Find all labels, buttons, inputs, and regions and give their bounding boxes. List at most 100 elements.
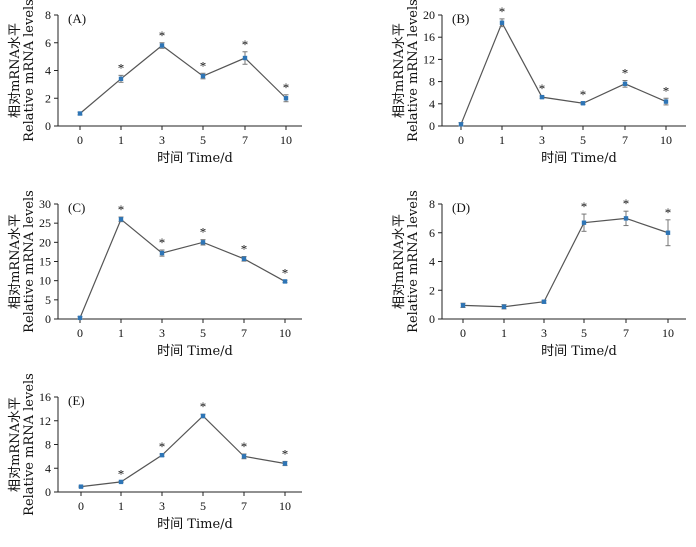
panel-c-significance-star: *: [118, 202, 125, 217]
panel-d-y-axis-title-en: Relative mRNA levels: [406, 190, 421, 333]
panel-d-x-tick-label: 3: [541, 326, 547, 340]
panel-b-data-point: [663, 99, 669, 104]
panel-a-data-point: [242, 55, 248, 61]
panel-a-data-point: [200, 73, 206, 79]
panel-d-x-tick-label: 10: [662, 326, 674, 340]
panel-c-data-point: [282, 279, 288, 284]
panel-d-data-point: [541, 299, 547, 304]
panel-d-label: (D): [452, 200, 470, 215]
panel-a-significance-star: *: [159, 28, 166, 43]
panel-d-significance-star: *: [623, 196, 630, 211]
panel-d-series-line: [462, 217, 669, 308]
panel-a-y-tick-label: 2: [45, 91, 51, 105]
panel-c-data-point: [118, 217, 124, 222]
panel-c-series-line: [79, 218, 286, 319]
panel-a-data-point: [283, 96, 289, 101]
panel-d-x-tick-label: 7: [623, 326, 629, 340]
panel-a-data-point: [77, 111, 83, 116]
panel-c-significance-star: *: [241, 242, 248, 257]
panel-d-x-tick-label: 1: [501, 326, 507, 340]
panel-b-y-tick-label: 8: [429, 75, 435, 89]
panel-b-y-tick-label: 20: [423, 8, 435, 22]
panel-b-y-tick-label: 4: [429, 97, 435, 111]
panel-c-label: (C): [68, 200, 85, 215]
panel-a-y-tick-label: 4: [45, 64, 51, 78]
panel-e-data-point: [282, 461, 288, 466]
panel-e-y-tick-label: 4: [45, 461, 51, 475]
panel-e-significance-star: *: [282, 446, 289, 461]
panel-b-significance-star: *: [539, 81, 546, 96]
panel-b-significance-star: *: [622, 65, 629, 80]
panel-e-significance-star: *: [159, 439, 166, 454]
panel-b-significance-star: *: [580, 87, 587, 102]
panel-e-x-tick-label: 10: [279, 499, 291, 513]
panel-a-x-axis-title: 时间 Time/d: [157, 151, 233, 166]
panel-e-data-point: [200, 413, 206, 419]
panel-d-y-axis-title-cn: 相对mRNA水平: [392, 214, 407, 309]
panel-b-significance-star: *: [499, 4, 506, 19]
panel-a-significance-star: *: [118, 60, 125, 75]
panel-c-y-tick-label: 25: [39, 216, 51, 230]
panel-e-y-tick-label: 16: [39, 390, 51, 404]
panel-b: 0 4 8 12 16 20 0 1 3 5 7 10 时间 Time/d 相对mRNA水平 Relativ…: [392, 0, 686, 166]
panel-b-significance-star: *: [663, 83, 670, 98]
panel-e-x-tick-label: 0: [78, 499, 84, 513]
panel-b-label: (B): [452, 11, 469, 26]
panel-e-y-tick-label: 8: [45, 438, 51, 452]
panel-b-data-point: [580, 101, 586, 106]
panel-a-label: (A): [68, 11, 86, 26]
panel-a-x-tick-label: 0: [77, 133, 83, 147]
panel-e-y-tick-label: 12: [39, 414, 51, 428]
panel-c-y-axis-title-cn: 相对mRNA水平: [8, 214, 23, 309]
panel-b-data-point: [499, 20, 505, 25]
panel-c-significance-star: *: [282, 265, 289, 280]
panel-c-x-tick-label: 10: [279, 326, 291, 340]
panel-d-data-point: [501, 304, 507, 309]
panel-e-y-tick-label: 0: [45, 485, 51, 499]
panel-e-x-tick-label: 1: [118, 499, 124, 513]
panel-a-x-tick-label: 3: [159, 133, 165, 147]
panel-e-x-axis-title: 时间 Time/d: [157, 517, 233, 532]
panel-a-data-point: [118, 76, 124, 82]
panel-b-x-tick-label: 1: [499, 133, 505, 147]
panel-e-significance-star: *: [241, 439, 248, 454]
panel-c-x-tick-label: 5: [200, 326, 206, 340]
panel-d-data-point: [665, 230, 671, 235]
panel-d-x-tick-label: 0: [460, 326, 466, 340]
panel-b-x-tick-label: 7: [622, 133, 628, 147]
panel-d-y-tick-label: 6: [429, 226, 435, 240]
panel-c-data-point: [200, 240, 206, 245]
panel-d-y-tick-label: 8: [429, 197, 435, 211]
panel-b-data-point: [622, 81, 628, 87]
panel-e-y-axis-title-en: Relative mRNA levels: [22, 373, 37, 516]
panel-c-x-tick-label: 0: [77, 326, 83, 340]
panel-b-data-point: [458, 122, 464, 127]
panel-d-significance-star: *: [581, 199, 588, 214]
panel-a-data-point: [159, 43, 165, 48]
panel-b-data-point: [539, 94, 545, 100]
panel-c-y-tick-label: 10: [39, 274, 51, 288]
panel-d-y-tick-label: 2: [429, 283, 435, 297]
panel-c-y-axis-title-en: Relative mRNA levels: [22, 190, 37, 333]
panel-b-x-tick-label: 0: [458, 133, 464, 147]
panel-b-y-axis-title-cn: 相对mRNA水平: [392, 23, 407, 118]
panel-c-y-tick-label: 30: [39, 197, 51, 211]
panel-c-significance-star: *: [159, 235, 166, 250]
panel-d-data-point: [581, 220, 587, 225]
panel-a-series-line: [79, 44, 287, 114]
panel-c-y-tick-label: 20: [39, 235, 51, 249]
panel-c-data-point: [241, 256, 247, 262]
panel-a-y-tick-label: 6: [45, 36, 51, 50]
panel-a-y-axis-title-cn: 相对mRNA水平: [8, 23, 23, 118]
panel-b-series-line: [460, 21, 667, 125]
panel-b-x-tick-label: 10: [660, 133, 672, 147]
panel-a-significance-star: *: [242, 37, 249, 52]
panel-d-x-tick-label: 5: [581, 326, 587, 340]
panel-c-y-tick-label: 5: [45, 293, 51, 307]
panel-c-y-tick-label: 0: [45, 312, 51, 326]
panel-d-data-point: [623, 216, 629, 221]
panel-b-y-axis-title-en: Relative mRNA levels: [406, 0, 421, 142]
panel-b-x-tick-label: 3: [539, 133, 545, 147]
panel-e-data-point: [241, 454, 247, 459]
panel-a: 0 2 4 6 8 0 1 3 5 7 10 时间 Time/d 相对mRNA水平 Relative mR…: [8, 0, 302, 166]
